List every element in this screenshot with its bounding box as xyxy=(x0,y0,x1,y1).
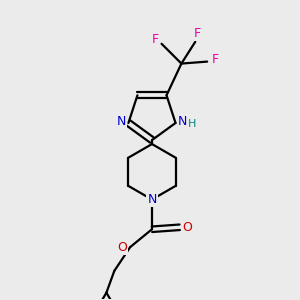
Text: N: N xyxy=(178,116,187,128)
Text: F: F xyxy=(212,53,219,66)
Text: F: F xyxy=(152,33,159,46)
Text: N: N xyxy=(147,193,157,206)
Text: H: H xyxy=(188,119,196,129)
Text: F: F xyxy=(194,27,201,40)
Text: N: N xyxy=(117,116,126,128)
Text: O: O xyxy=(183,221,193,234)
Text: O: O xyxy=(117,241,127,254)
